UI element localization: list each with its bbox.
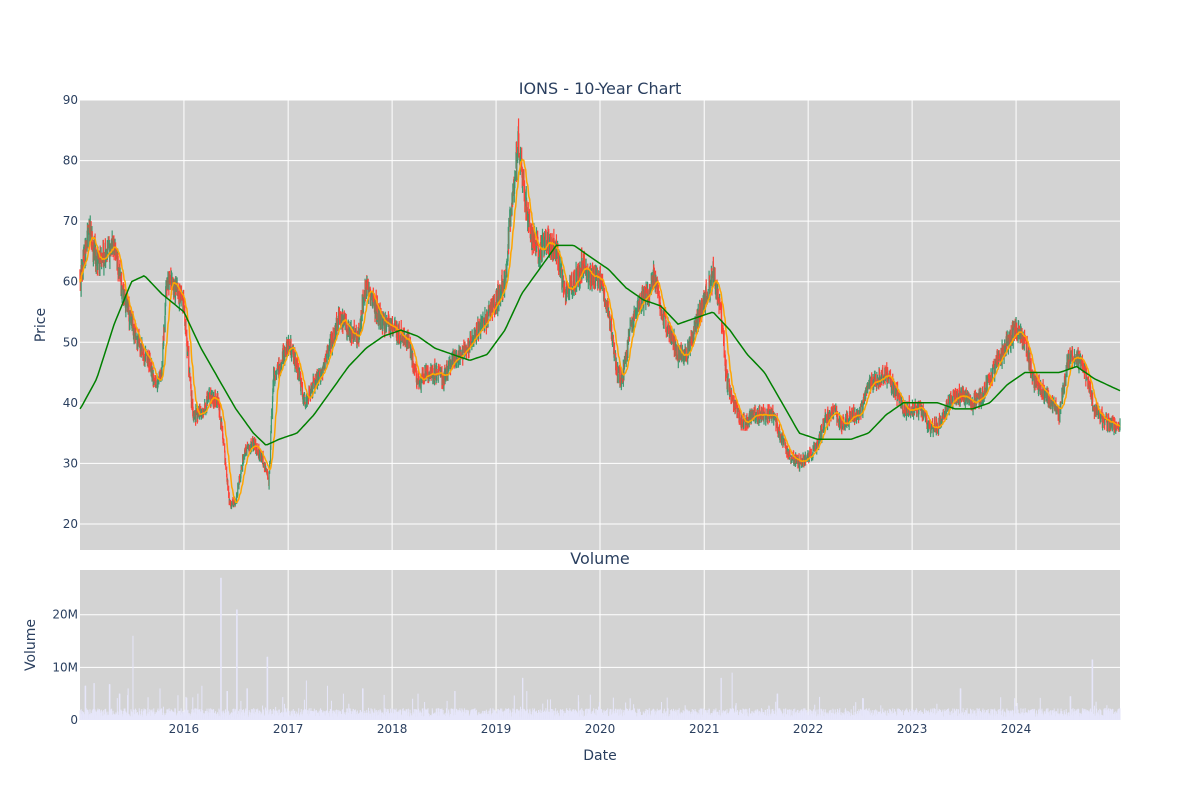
- ma-slow-line: [79, 244, 1121, 446]
- price-y-tick-label: 50: [63, 335, 78, 349]
- volume-bar-series: [79, 577, 1121, 720]
- price-y-tick-label: 60: [63, 275, 78, 289]
- price-y-tick-label: 20: [63, 517, 78, 531]
- price-y-tick-label: 70: [63, 214, 78, 228]
- ma-fast-line: [79, 158, 1121, 504]
- price-y-axis-title: Price: [33, 308, 49, 342]
- price-y-tick-label: 90: [63, 93, 78, 107]
- candlestick-series: [79, 118, 1121, 510]
- price-y-tick-label: 30: [63, 456, 78, 470]
- price-y-ticks: 20 30 40 50 60 70 80 90: [63, 93, 78, 531]
- price-y-tick-label: 80: [63, 154, 78, 168]
- price-y-tick-label: 40: [63, 396, 78, 410]
- price-chart-title: IONS - 10-Year Chart: [519, 79, 682, 98]
